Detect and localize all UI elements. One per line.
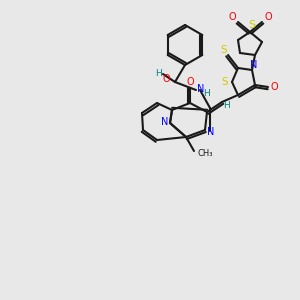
Text: H: H xyxy=(204,88,210,98)
Text: O: O xyxy=(270,82,278,92)
Text: N: N xyxy=(207,127,215,137)
Text: O: O xyxy=(228,12,236,22)
Text: S: S xyxy=(222,77,228,87)
Text: N: N xyxy=(161,117,169,127)
Text: O: O xyxy=(186,77,194,87)
Text: H: H xyxy=(156,68,162,77)
Text: N: N xyxy=(197,84,205,94)
Text: N: N xyxy=(250,60,258,70)
Text: CH₃: CH₃ xyxy=(197,149,212,158)
Text: H: H xyxy=(224,101,230,110)
Text: O: O xyxy=(162,74,170,84)
Text: O: O xyxy=(264,12,272,22)
Text: S: S xyxy=(248,20,256,30)
Text: S: S xyxy=(221,45,227,55)
